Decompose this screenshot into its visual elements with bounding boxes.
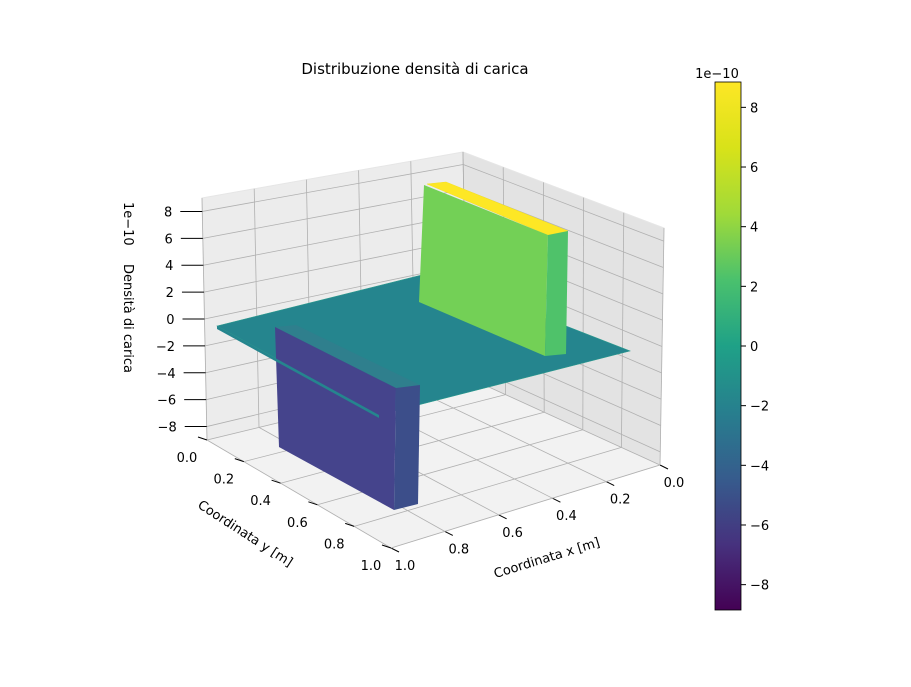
y-tick (197, 436, 208, 441)
z-tick-label: −8 (158, 421, 177, 436)
surface-front-edge (217, 326, 379, 418)
z-tick-label: −2 (156, 340, 175, 355)
z-gridline (202, 189, 464, 239)
x-axis-label: Coordinata x [m] (492, 535, 602, 582)
y-tick-label: 0.8 (324, 537, 345, 552)
z-gridline (463, 164, 664, 242)
z-gridline (202, 164, 464, 212)
x-tick-label: 1.0 (395, 559, 416, 574)
z-tick-label: 8 (164, 205, 172, 220)
y-tick-label: 0.2 (213, 473, 234, 488)
colorbar-tick-label: 6 (750, 161, 758, 176)
y-tick-label: 0.6 (287, 516, 308, 531)
y-tick (308, 501, 318, 506)
positive-block-side (545, 231, 568, 356)
colorbar-tick-label: 2 (750, 280, 758, 295)
chart-title: Distribuzione densità di carica (301, 60, 528, 78)
x-tick (444, 530, 454, 536)
colorbar-tick-label: 4 (750, 221, 758, 236)
z-gridline (203, 214, 465, 266)
x-tick-label: 0.2 (610, 493, 631, 508)
z-axis-label: Densità di carica (120, 264, 135, 373)
y-axis-label: Coordinata y [m] (195, 498, 295, 570)
negative-block-front (275, 327, 396, 510)
z-tick-label: 6 (165, 232, 173, 247)
colorbar-tick-label: −8 (750, 579, 769, 594)
y-tick (271, 479, 281, 484)
y-tick-label: 1.0 (361, 559, 382, 574)
x-tick (552, 497, 561, 503)
y-gridline (390, 464, 661, 549)
z-tick-label: 0 (166, 313, 174, 328)
x-tick-label: 0.4 (556, 509, 577, 524)
y-tick-label: 0.4 (250, 494, 271, 509)
x-gridline (414, 389, 607, 482)
x-gridline (206, 439, 392, 549)
z-tick-label: −6 (157, 394, 176, 409)
negative-block-side (394, 385, 420, 510)
colorbar-tick-label: −6 (750, 519, 769, 534)
x-tick-label: 0.0 (664, 476, 685, 491)
negative-block-top (275, 325, 420, 388)
x-tick-label: 0.8 (448, 542, 469, 557)
colorbar-tick-label: 0 (750, 340, 758, 355)
y-tick (381, 544, 392, 549)
x-tick (498, 514, 507, 520)
x-tick (390, 547, 400, 553)
y-tick (234, 458, 244, 463)
y-gridline (317, 429, 583, 506)
z-offset-label: 1e−10 (120, 202, 135, 246)
x-tick (605, 481, 615, 487)
colorbar (714, 81, 742, 611)
positive-block-front (419, 185, 548, 356)
colorbar-offset-label: 1e−10 (695, 67, 739, 82)
y-gridline (354, 447, 622, 527)
z-gridline (203, 239, 465, 293)
colorbar-ticks: −8 −6 −4 −2 0 2 4 6 8 (741, 101, 769, 594)
z-tick-label: 2 (166, 286, 174, 301)
x-tick-label: 0.6 (502, 526, 523, 541)
x-tick (659, 464, 669, 470)
colorbar-tick-label: −2 (750, 400, 769, 415)
y-tick-label: 0.0 (177, 451, 198, 466)
colorbar-tick-label: 8 (750, 101, 758, 116)
colorbar-tick-label: −4 (750, 459, 769, 474)
z-tick-label: 4 (165, 259, 173, 274)
z-tick-label: −4 (156, 367, 175, 382)
x-gridline (466, 376, 661, 466)
y-tick (345, 522, 355, 527)
